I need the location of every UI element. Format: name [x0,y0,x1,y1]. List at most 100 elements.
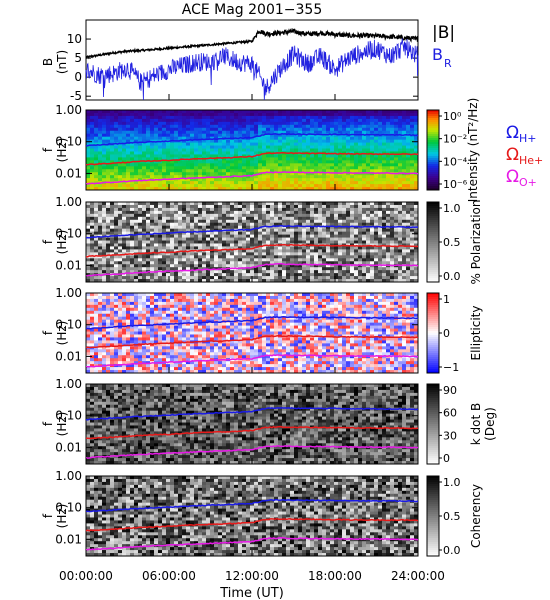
x-axis-label: Time (UT) [219,586,284,600]
y-axis-unit: (Hz) [55,321,69,346]
series-line-b-r [85,38,419,101]
y-tick-label: -5 [70,89,82,103]
y-tick-label: 1.00 [55,377,82,391]
x-tick-label: 24:00:00 [391,569,445,583]
spectrogram-image [86,202,419,283]
legend-species: H+ [519,132,537,145]
gyrofrequency-line-h-plus [85,224,419,239]
colorbar: 1 0 −1 Ellipticity [426,292,483,374]
gyrofrequency-line-o-plus [85,262,419,277]
series-line-b-total [85,27,419,60]
colorbar-label: Ellipticity [469,306,483,361]
colorbar-tick-label: 30 [443,429,457,442]
y-tick-label: 0.10 [55,135,82,149]
colorbar-frame [426,383,440,465]
y-tick-label: 0.01 [55,532,82,546]
legend-omega: Ω [506,123,519,143]
y-tick-label: 1.00 [55,469,82,483]
colorbar: 1.0 0.5 0.0 Coherency [426,475,483,557]
time-axis: 00:00:00 06:00:00 12:00:00 18:00:00 24:00:00 [59,94,445,583]
y-tick-label: 10 [67,32,82,46]
y-axis-unit: (Hz) [55,504,69,529]
legend-omega: Ω [506,145,519,165]
colorbar-tick-label: 10⁻² [443,133,467,146]
legend-omega: Ω [506,167,519,187]
colorbar-label: Coherency [469,484,483,548]
gyrofrequency-line-he-plus [86,425,419,440]
colorbar-unit: (Deg) [483,407,497,441]
panel-coherency: 1.00 0.10 0.01 f (Hz) 1.0 0.5 0.0 Coherency [41,469,483,557]
y-tick-label: 0.10 [55,409,82,423]
y-axis-label: B [41,58,55,66]
x-tick-label: 12:00:00 [225,569,279,583]
colorbar-tick-label: 1.0 [443,476,461,489]
y-axis-unit: (nT) [55,50,69,74]
colorbar-tick-label: 0.0 [443,270,461,283]
x-tick-label: 18:00:00 [308,569,362,583]
colorbar-tick-label: 0 [443,327,450,340]
y-tick-label: 0.01 [55,349,82,363]
colorbar-frame [426,109,440,191]
legend-b-r: B [432,45,443,64]
spectrogram-image [86,384,419,465]
y-axis-label: f [41,147,55,152]
spectrogram-image [86,110,419,191]
colorbar-tick-label: 1 [443,293,450,306]
y-axis-label: f [41,239,55,244]
gyrofrequency-line-h-plus [85,407,419,421]
colorbar: 90 60 30 0 k dot B (Deg) [426,383,497,465]
y-axis-label: f [41,421,55,426]
y-axis-label: f [41,330,55,335]
gyrofrequency-line-h-plus [85,315,419,330]
gyrofrequency-line-h-plus [85,132,419,147]
panel-polarization: 1.00 0.10 0.01 f (Hz) 1.0 0.5 0.0 % Polarization [41,195,483,284]
gyrofrequency-line-o-plus [85,537,419,551]
y-tick-label: 1.00 [55,103,82,117]
y-tick-label: 0 [74,70,82,84]
legend-b-total: |B| [432,23,455,43]
colorbar-tick-label: 0 [443,452,450,465]
colorbar-tick-label: 10⁰ [443,110,462,123]
colorbar-label: Intensity (nT²/Hz) [466,98,480,203]
legend-b-r-sub: R [444,57,452,70]
colorbar: 1.0 0.5 0.0 % Polarization [426,200,483,285]
gyrofrequency-line-he-plus [85,243,419,258]
y-tick-label: 0.10 [55,227,82,241]
colorbar-tick-label: 10⁻⁶ [443,178,468,191]
colorbar-label: % Polarization [469,200,483,285]
legend-species: He+ [519,154,543,167]
colorbar-label: k dot B [469,403,483,445]
x-tick-label: 06:00:00 [142,569,196,583]
colorbar-tick-label: 0.5 [443,236,461,249]
y-axis-label: f [41,513,55,518]
y-axis-unit: (Hz) [55,230,69,255]
colorbar-tick-label: 1.0 [443,202,461,215]
panel-intensity: 1.00 0.10 0.01 f (Hz) 10⁰ 10⁻² 10⁻⁴ 10⁻⁶Intensit… [41,98,543,203]
panel-k-dot-b: 1.00 0.10 0.01 f (Hz) 90 60 30 0 k dot B (Deg) [41,377,497,465]
colorbar-tick-label: 0.0 [443,544,461,557]
y-tick-label: 0.10 [55,318,82,332]
gyrofrequency-line-h-plus [85,498,419,513]
x-tick-label: 00:00:00 [59,569,113,583]
colorbar-tick-label: 10⁻⁴ [443,155,468,168]
y-tick-label: 1.00 [55,195,82,209]
colorbar-tick-label: 0.5 [443,510,461,523]
gyrofrequency-line-o-plus [86,354,418,368]
y-axis-unit: (Hz) [55,412,69,437]
chart-title: ACE Mag 2001−355 [182,2,322,18]
y-tick-label: 0.10 [55,501,82,515]
y-tick-label: 5 [74,51,82,65]
spectrogram-image [86,476,419,557]
panel-ellipticity: 1.00 0.10 0.01 f (Hz) 1 0 −1 Ellipticity [41,286,483,374]
gyrofrequency-line-he-plus [85,334,419,349]
y-tick-label: 0.01 [55,258,82,272]
y-tick-label: 1.00 [55,286,82,300]
y-tick-label: 0.01 [55,166,82,180]
gyrofrequency-line-o-plus [85,445,419,459]
colorbar-tick-label: −1 [443,361,459,374]
gyrofrequency-line-he-plus [85,517,419,532]
